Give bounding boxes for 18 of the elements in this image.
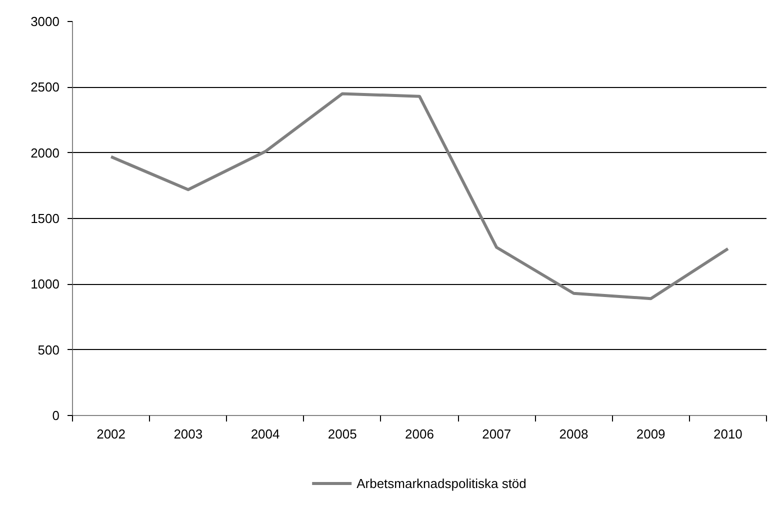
y-tick-label: 1500 [30,211,60,226]
line-series [110,92,730,300]
y-tick-label: 500 [38,342,60,358]
x-tick-label: 2003 [174,426,203,442]
y-tick-label: 3000 [30,14,60,29]
x-tick-label: 2004 [250,426,280,442]
x-tick-label: 2005 [328,426,357,442]
y-tick-label: 2500 [30,80,60,95]
x-tick-label: 2009 [636,426,666,442]
y-tick-label: 2000 [30,145,60,160]
y-tick-label: 1000 [30,276,60,292]
x-tick-label: 2008 [559,426,588,442]
legend-label: Arbetsmarknadspolitiska stöd [356,476,526,490]
y-tick-label: 0 [52,408,60,423]
x-tick-label: 2007 [482,426,512,442]
x-tick-label: 2010 [713,426,742,442]
x-tick-label: 2002 [96,426,126,442]
x-tick-label: 2006 [405,426,434,442]
